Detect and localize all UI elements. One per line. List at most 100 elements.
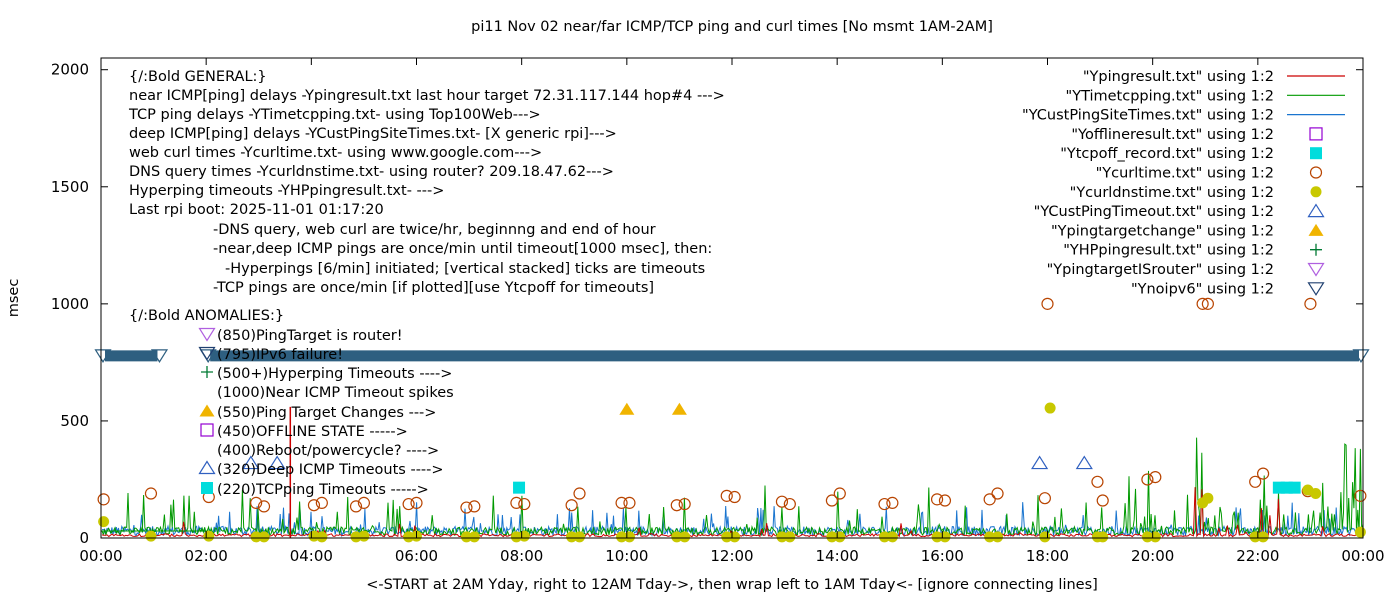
legend: "Ypingresult.txt" using 1:2 "YTimetcpping… — [1022, 69, 1345, 297]
x-tick-label: 08:00 — [500, 547, 543, 565]
y-tick-label: 500 — [60, 412, 89, 430]
anomaly-label: (320)Deep ICMP Timeouts ----> — [217, 462, 444, 478]
data-point — [357, 496, 371, 509]
data-point — [1141, 531, 1153, 543]
data-point — [349, 500, 363, 513]
data-point — [402, 497, 415, 511]
data-point — [565, 499, 578, 512]
data-point — [984, 531, 996, 543]
noipv6-marker-end — [1352, 349, 1370, 363]
data-point — [1141, 473, 1154, 486]
data-point — [670, 499, 683, 512]
legend-label: "Ypingtargetchange" using 1:2 — [1051, 223, 1274, 239]
data-point — [460, 501, 473, 514]
data-point — [615, 496, 628, 509]
axis-ticks: 00:00 02:00 04:00 06:00 08:00 10:00 12:00 14:00… — [51, 58, 1385, 565]
note-line: {/:Bold GENERAL:} — [129, 69, 267, 85]
note-line: Last rpi boot: 2025-11-01 01:17:20 — [129, 202, 384, 218]
legend-marker — [1310, 147, 1322, 160]
data-point — [144, 487, 158, 500]
data-point — [878, 531, 890, 543]
x-tick-label: 02:00 — [185, 547, 228, 565]
data-point — [878, 497, 891, 511]
data-point — [1039, 531, 1051, 543]
data-point — [931, 531, 943, 543]
data-point — [518, 497, 531, 511]
data-point — [350, 531, 362, 543]
legend-label: "YCustPingTimeout.txt" using 1:2 — [1034, 204, 1274, 220]
data-point — [825, 494, 839, 507]
data-point — [257, 500, 271, 513]
note-line: -near,deep ICMP pings are once/min until… — [213, 241, 712, 257]
data-point — [510, 496, 523, 509]
data-point — [1354, 489, 1367, 502]
data-point — [720, 489, 733, 502]
y-tick-label: 1500 — [51, 178, 89, 196]
data-point — [623, 531, 635, 543]
x-tick-label: 12:00 — [710, 547, 753, 565]
noipv6-marker-end — [150, 349, 169, 363]
data-point — [460, 531, 472, 543]
anomaly-marker — [198, 346, 216, 361]
data-point — [566, 531, 578, 543]
legend-label: "YHPpingresult.txt" using 1:2 — [1063, 243, 1274, 259]
note-line: near ICMP[ping] delays -Ypingresult.txt … — [129, 88, 725, 104]
data-point — [513, 481, 526, 494]
data-point — [242, 455, 260, 470]
legend-marker — [1310, 186, 1322, 198]
data-point — [1096, 494, 1109, 507]
note-line: web curl times -Ycurltime.txt- using www… — [129, 145, 542, 161]
legend-marker — [1309, 166, 1323, 179]
data-point — [307, 499, 321, 512]
data-point — [671, 402, 687, 415]
x-tick-label: 20:00 — [1131, 547, 1174, 565]
note-line: -TCP pings are once/min [if plotted][use… — [213, 280, 654, 296]
data-point — [1310, 488, 1322, 500]
data-point — [678, 497, 691, 511]
legend-label: "Ynoipv6" using 1:2 — [1131, 281, 1274, 297]
y-tick-label: 2000 — [51, 61, 89, 79]
data-point — [258, 531, 270, 543]
note-line: Hyperping timeouts -YHPpingresult.txt- -… — [129, 183, 444, 199]
data-point — [938, 494, 952, 507]
data-point — [1202, 492, 1214, 504]
data-point — [250, 531, 262, 543]
data-point — [776, 531, 788, 543]
data-point — [784, 531, 796, 543]
data-point — [518, 530, 530, 542]
y-tick-label: 0 — [79, 529, 89, 547]
data-point — [316, 531, 328, 543]
data-point — [1075, 455, 1093, 470]
y-axis-label: msec — [6, 279, 22, 318]
anomaly-marker — [199, 404, 215, 417]
noipv6-band-fill — [210, 350, 1360, 362]
anomaly-label: (850)PingTarget is router! — [217, 328, 403, 344]
y-tick-label: 1000 — [51, 295, 89, 313]
legend-marker — [1310, 243, 1322, 256]
legend-label: "Yofflineresult.txt" using 1:2 — [1071, 127, 1274, 143]
anomaly-label: (1000)Near ICMP Timeout spikes — [217, 385, 454, 401]
x-tick-label: 14:00 — [816, 547, 859, 565]
data-point — [834, 531, 846, 543]
data-point — [1038, 492, 1051, 505]
data-point — [1097, 531, 1109, 543]
data-point — [833, 487, 846, 500]
anomaly-label: (795)IPv6 failure! — [217, 347, 343, 363]
legend-label: "YTimetcpping.txt" using 1:2 — [1066, 88, 1274, 104]
data-point — [1249, 475, 1262, 488]
anomaly-marker — [198, 327, 216, 342]
anomaly-marker — [201, 366, 213, 378]
data-point — [510, 531, 522, 543]
data-point — [992, 531, 1004, 543]
data-point — [1091, 475, 1104, 488]
data-point — [410, 496, 423, 509]
legend-label: "Ytcpoff_record.txt" using 1:2 — [1060, 146, 1274, 162]
data-point — [1196, 297, 1209, 310]
note-line: TCP ping delays -YTimetcpping.txt- using… — [128, 107, 541, 123]
anomaly-marker — [201, 482, 213, 494]
anomaly-label: (220)TCPping Timeouts -----> — [217, 482, 429, 498]
data-point — [573, 487, 586, 500]
x-axis-label: <-START at 2AM Yday, right to 12AM Tday-… — [366, 577, 1098, 593]
data-point — [728, 490, 741, 504]
x-tick-label: 00:00 — [79, 547, 122, 565]
